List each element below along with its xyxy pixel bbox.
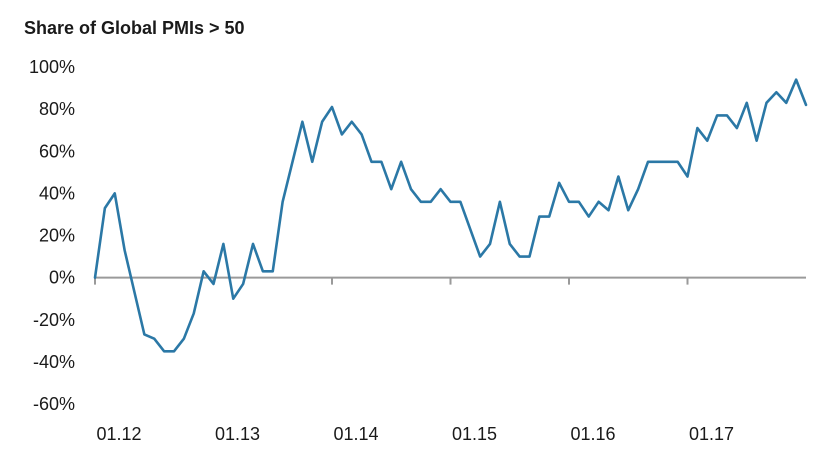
y-tick-label: 100%: [29, 57, 75, 77]
x-tick-label: 01.16: [570, 424, 615, 444]
x-tick-label: 01.17: [689, 424, 734, 444]
y-tick-label: -20%: [33, 310, 75, 330]
y-tick-label: -40%: [33, 352, 75, 372]
y-tick-label: 20%: [39, 226, 75, 246]
y-tick-label: 80%: [39, 99, 75, 119]
series-line: [93, 78, 808, 353]
x-tick-label: 01.12: [96, 424, 141, 444]
y-tick-label: 60%: [39, 141, 75, 161]
y-tick-label: -60%: [33, 394, 75, 414]
x-axis-ticks: 01.12 01.13 01.14 01.15 01.16 01.17: [94, 277, 734, 444]
x-tick-label: 01.14: [333, 424, 378, 444]
y-axis-tick-labels: 100% 80% 60% 40% 20% 0% -20% -40% -60%: [29, 57, 75, 414]
y-tick-label: 40%: [39, 183, 75, 203]
x-tick-label: 01.15: [452, 424, 497, 444]
chart-title: Share of Global PMIs > 50: [24, 18, 245, 38]
x-tick-label: 01.13: [215, 424, 260, 444]
y-tick-label: 0%: [49, 268, 75, 288]
